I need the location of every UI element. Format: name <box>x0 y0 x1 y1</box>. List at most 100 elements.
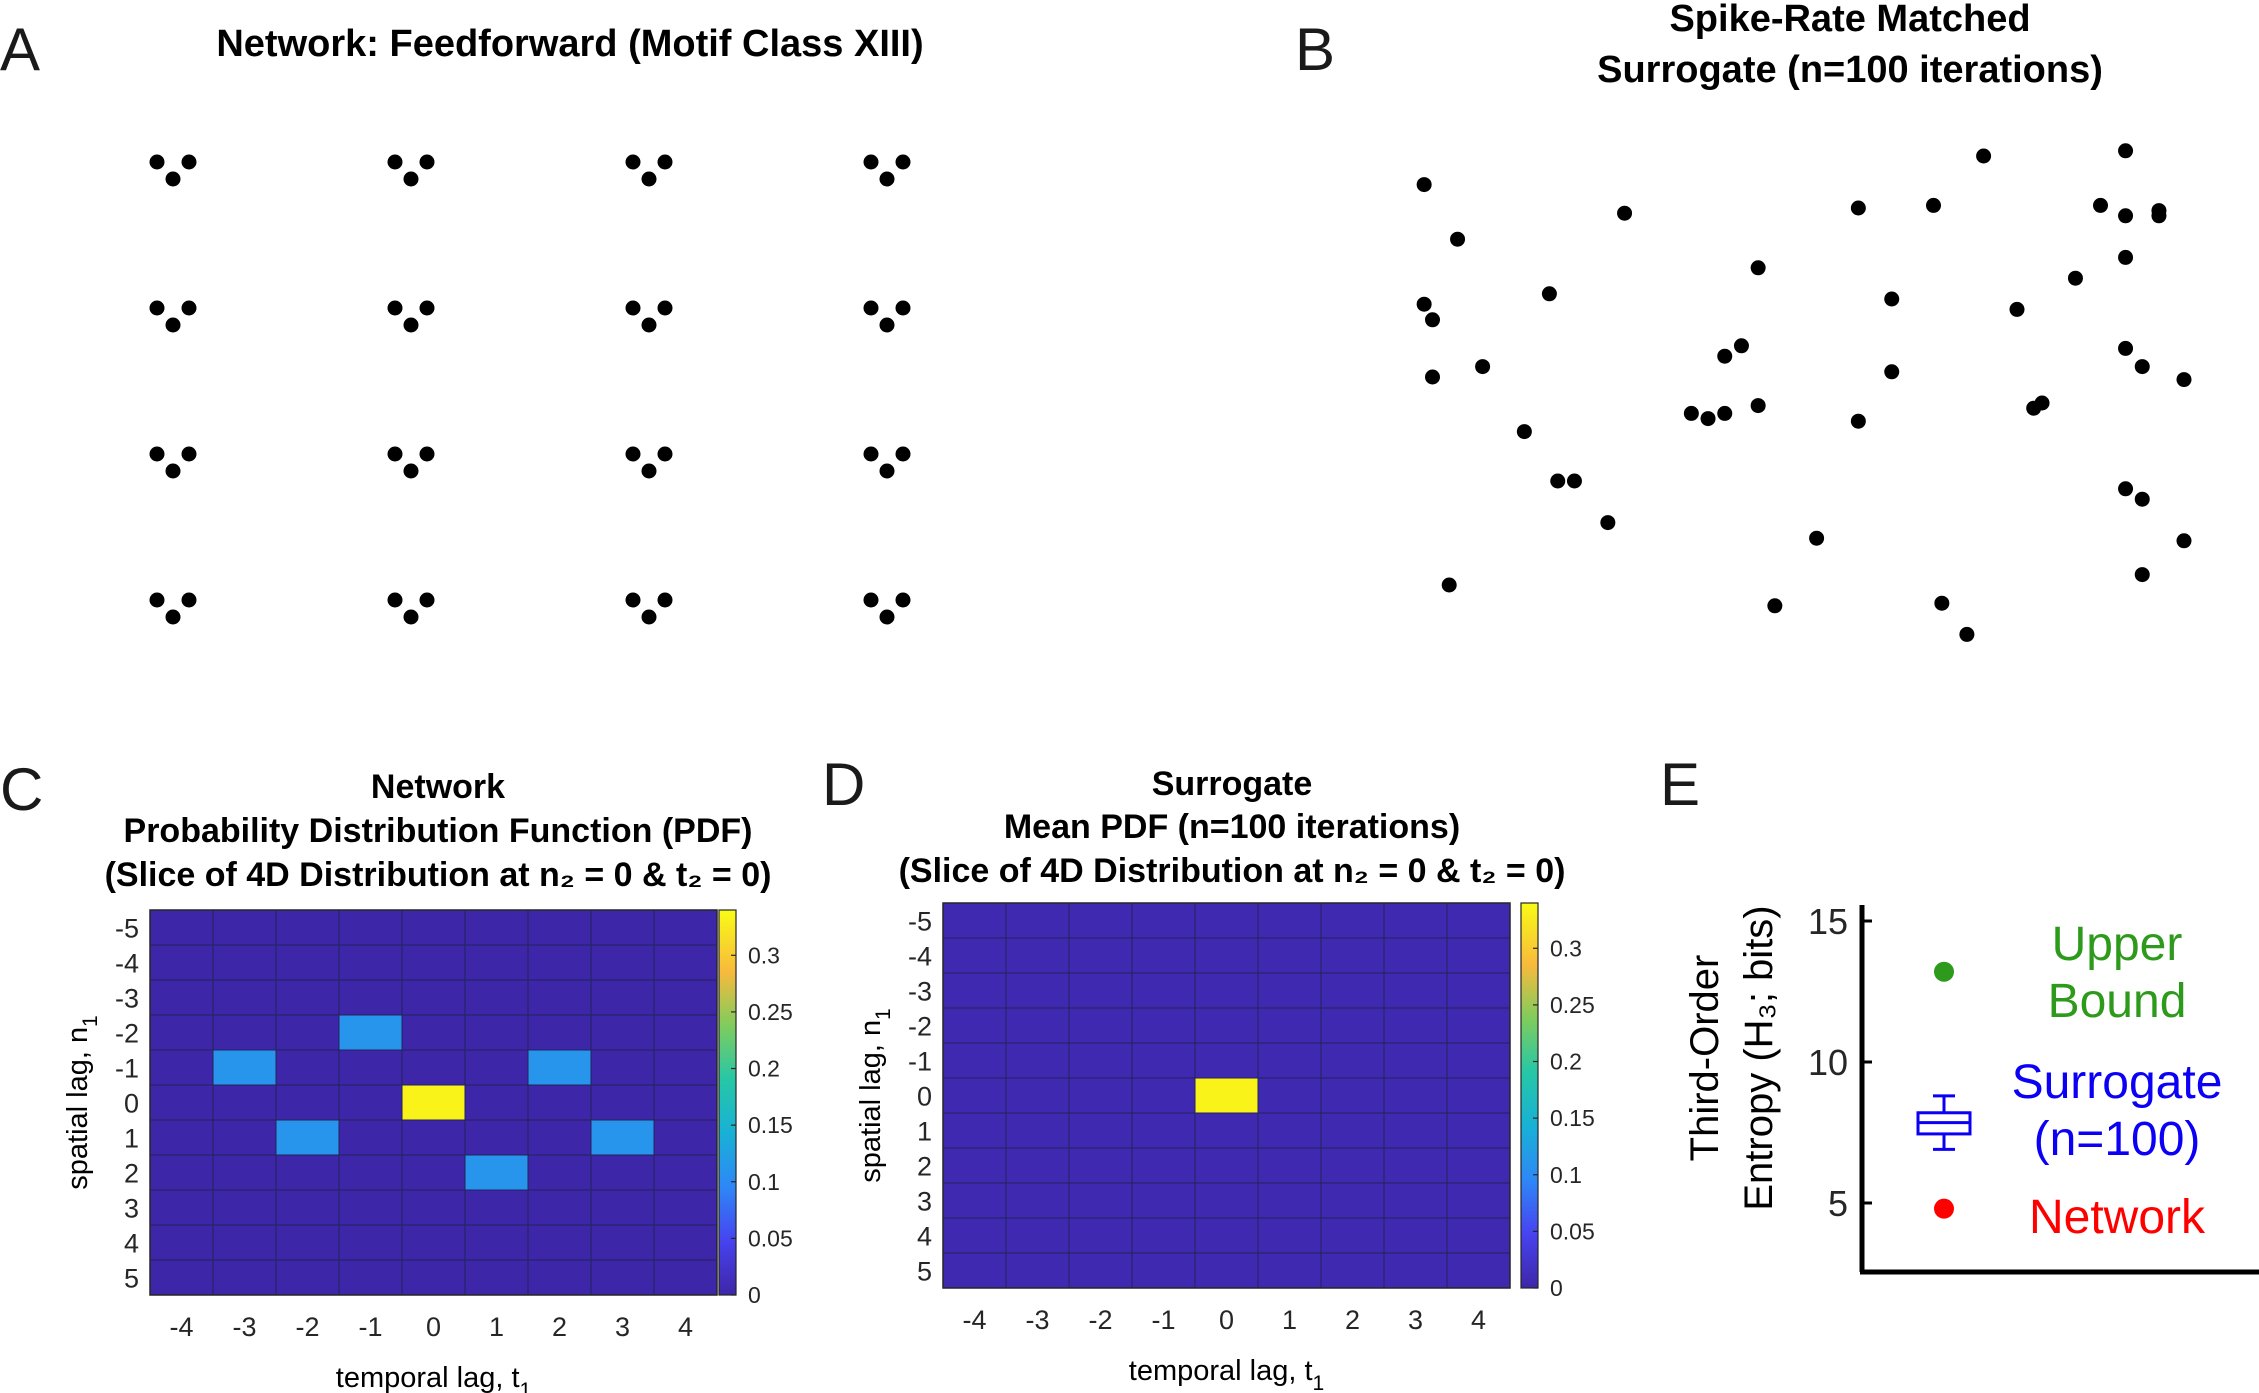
heatmap-cell <box>1194 1077 1259 1114</box>
spike-dot <box>1617 205 1633 221</box>
heatmap-cell <box>275 1049 340 1086</box>
heatmap-cell <box>653 1049 718 1086</box>
legend-network: Network <box>2029 1191 2206 1244</box>
heatmap-cell <box>275 1224 340 1261</box>
panel-b-title-line1: Spike-Rate Matched <box>1669 0 2030 40</box>
heatmap-cell <box>1194 1112 1259 1149</box>
heatmap-cell <box>590 979 655 1016</box>
spike-dot <box>1425 312 1440 328</box>
heatmap-frame <box>942 902 1511 1289</box>
upper-bound-point <box>1934 961 1954 982</box>
heatmap-cell <box>653 1259 718 1296</box>
spike-dot <box>625 154 641 170</box>
heatmap-cell <box>1320 1077 1385 1114</box>
heatmap-cell <box>464 979 529 1016</box>
heatmap-cell <box>590 944 655 981</box>
heatmap-cell <box>942 902 1007 939</box>
spike-dot <box>1767 598 1783 614</box>
heatmap-cell <box>1320 1217 1385 1254</box>
spike-dot <box>387 592 403 608</box>
spike-dot <box>1959 626 1975 642</box>
heatmap-cell <box>653 979 718 1016</box>
heatmap-cell <box>401 1259 466 1296</box>
heatmap-cell <box>1194 972 1259 1009</box>
heatmap-cell <box>653 1014 718 1051</box>
heatmap-cell <box>1257 972 1322 1009</box>
heatmap-cell <box>1320 902 1385 939</box>
y-axis-label: spatial lag, n1 <box>855 1008 895 1183</box>
heatmap-cell <box>1005 1217 1070 1254</box>
heatmap-cell <box>149 979 214 1016</box>
heatmap-cell <box>275 1014 340 1051</box>
heatmap-cell <box>590 1259 655 1296</box>
heatmap-cell <box>653 1189 718 1226</box>
heatmap-cell <box>1257 1042 1322 1079</box>
heatmap-cell <box>527 1224 592 1261</box>
heatmap-cell <box>1257 937 1322 974</box>
panel-c: C Network Probability Distribution Funct… <box>0 756 793 1393</box>
spike-dot <box>2151 208 2167 224</box>
heatmap-cell <box>1005 1007 1070 1044</box>
spike-dot <box>165 609 181 625</box>
heatmap-cell <box>653 1084 718 1121</box>
spike-dot <box>2118 208 2134 224</box>
panel-c-title-line3: (Slice of 4D Distribution at n₂ = 0 & t₂… <box>105 856 772 894</box>
heatmap-cell <box>1194 1217 1259 1254</box>
spike-dot <box>2176 372 2192 388</box>
raster-feedforward <box>149 154 911 625</box>
heatmap-cell <box>212 1259 277 1296</box>
spike-dot <box>1600 515 1616 531</box>
y-tick-label: 0 <box>124 1089 139 1119</box>
heatmap-cell <box>653 909 718 946</box>
panel-d-title-line2: Mean PDF (n=100 iterations) <box>1004 808 1460 846</box>
heatmap-cell <box>590 1014 655 1051</box>
y-tick-label: 4 <box>124 1229 139 1259</box>
heatmap-cell <box>590 1049 655 1086</box>
spike-dot <box>1934 595 1950 611</box>
heatmap-cell <box>212 1154 277 1191</box>
spike-dot <box>1850 200 1866 216</box>
heatmap-network: -4 -3 -2 -1 0 1 2 3 4 -5 -4 -3 -2 -1 0 1 2 3 4 5 temporal la… <box>62 909 793 1393</box>
spike-dot <box>387 300 403 316</box>
heatmap-cell <box>1383 1147 1448 1184</box>
heatmap-cell <box>275 1189 340 1226</box>
heatmap-cell <box>527 1049 592 1086</box>
heatmap-cell <box>338 909 403 946</box>
spike-dot <box>149 154 165 170</box>
x-tick-label: 3 <box>1408 1305 1423 1335</box>
heatmap-cell <box>401 1154 466 1191</box>
heatmap-cell <box>212 944 277 981</box>
spike-dot <box>387 446 403 462</box>
heatmap-cell <box>1446 1042 1511 1079</box>
heatmap-cell <box>1446 902 1511 939</box>
panel-b-title-line2: Surrogate (n=100 iterations) <box>1597 49 2103 91</box>
spike-dot <box>1884 364 1900 380</box>
heatmap-cell <box>401 1189 466 1226</box>
heatmap-cell <box>1131 902 1196 939</box>
heatmap-cell <box>590 1189 655 1226</box>
surrogate-boxplot <box>1916 1094 1972 1151</box>
spike-dot <box>1450 231 1466 247</box>
legend-upper-bound-line1: Upper <box>2052 918 2183 971</box>
spike-dot <box>863 154 879 170</box>
heatmap-cell <box>1257 1007 1322 1044</box>
spike-dot <box>895 154 911 170</box>
heatmap-cell <box>401 1224 466 1261</box>
colorbar-tick-label: 0.3 <box>748 942 780 968</box>
heatmap-cell <box>590 1224 655 1261</box>
heatmap-cell <box>942 1147 1007 1184</box>
heatmap-cell <box>653 944 718 981</box>
spike-dot <box>165 317 181 333</box>
y-tick-label: 4 <box>917 1222 932 1252</box>
heatmap-cell <box>1005 1182 1070 1219</box>
heatmap-cell <box>1320 972 1385 1009</box>
heatmap-cell <box>1257 1252 1322 1289</box>
heatmap-cell <box>149 1259 214 1296</box>
panel-letter-a: A <box>0 16 40 83</box>
spike-dot <box>2067 270 2083 286</box>
spike-dot <box>2134 491 2150 507</box>
x-axis-label: temporal lag, t1 <box>336 1362 531 1393</box>
y-tick-label: -3 <box>908 977 932 1007</box>
network-point <box>1934 1198 1954 1219</box>
y-tick-label: -1 <box>908 1047 932 1077</box>
